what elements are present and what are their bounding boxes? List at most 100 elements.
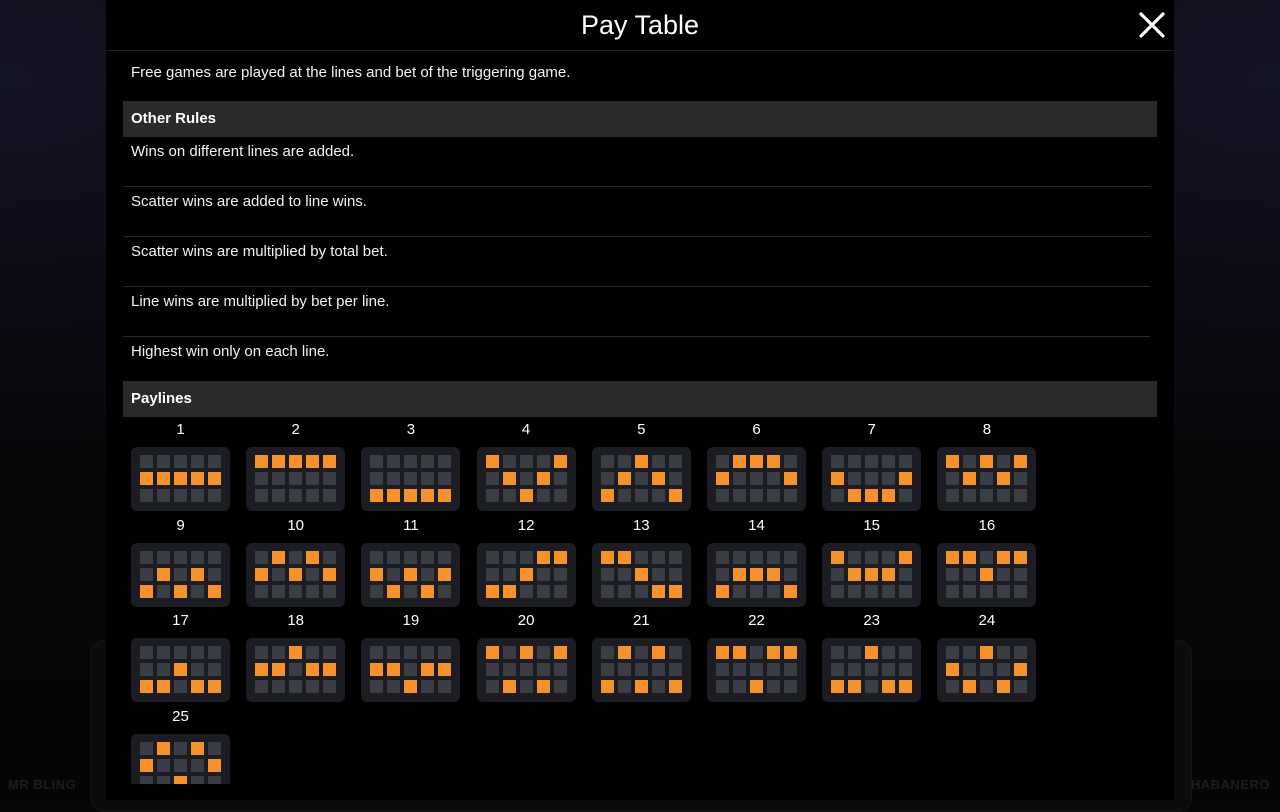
rule-text: Line wins are multiplied by bet per line… [131, 293, 389, 310]
payline-cell [520, 455, 533, 468]
payline-cell-active [323, 455, 336, 468]
payline-cell [946, 680, 959, 693]
payline-cell [486, 568, 499, 581]
payline-cell [306, 489, 319, 502]
payline-cell [208, 646, 221, 659]
payline-cell [289, 585, 302, 598]
rule-text: Scatter wins are added to line wins. [131, 193, 367, 210]
payline-cell [421, 680, 434, 693]
payline-cell [289, 680, 302, 693]
payline-cell [618, 489, 631, 502]
payline-cell-active [669, 680, 682, 693]
payline-cell-active [438, 663, 451, 676]
payline-cell-active [767, 455, 780, 468]
payline-number: 1 [131, 421, 230, 439]
payline-cell [831, 585, 844, 598]
payline-6: 6 [707, 421, 806, 511]
payline-cell [669, 455, 682, 468]
payline-grid-svg [937, 447, 1036, 511]
payline-number: 13 [592, 517, 691, 535]
payline-cell-active [899, 680, 912, 693]
payline-grid-svg [246, 447, 345, 511]
payline-cell-active [635, 568, 648, 581]
payline-cell [520, 663, 533, 676]
payline-cell [404, 585, 417, 598]
payline-cell [716, 551, 729, 564]
payline-grid-svg [361, 447, 460, 511]
payline-cell-active [716, 646, 729, 659]
payline-diagram [131, 638, 230, 702]
payline-cell [208, 489, 221, 502]
payline-20: 20 [477, 612, 576, 702]
payline-cell [733, 663, 746, 676]
payline-diagram [361, 638, 460, 702]
payline-diagram [937, 447, 1036, 511]
payline-cell [404, 663, 417, 676]
payline-diagram [592, 447, 691, 511]
payline-grid-svg [131, 734, 230, 784]
payline-cell-active [191, 742, 204, 755]
payline-cell-active [554, 646, 567, 659]
payline-cell [370, 646, 383, 659]
payline-number: 21 [592, 612, 691, 630]
pay-table-header: Pay Table [106, 0, 1174, 51]
payline-cell [191, 551, 204, 564]
payline-cell-active [618, 551, 631, 564]
payline-cell [255, 551, 268, 564]
payline-cell-active [174, 585, 187, 598]
payline-cell [652, 455, 665, 468]
payline-cell [387, 551, 400, 564]
payline-number: 3 [361, 421, 460, 439]
payline-cell-active [618, 646, 631, 659]
payline-cell [537, 455, 550, 468]
payline-diagram [822, 638, 921, 702]
payline-cell [486, 551, 499, 564]
payline-number: 22 [707, 612, 806, 630]
payline-cell-active [750, 455, 763, 468]
payline-cell-active [784, 585, 797, 598]
rule-item: Wins on different lines are added. [123, 137, 1150, 187]
payline-cell [767, 585, 780, 598]
close-button[interactable] [1136, 9, 1168, 41]
payline-cell [733, 680, 746, 693]
payline-number: 7 [822, 421, 921, 439]
payline-cell-active [848, 568, 861, 581]
payline-cell-active [899, 551, 912, 564]
payline-10: 10 [246, 517, 345, 607]
payline-cell-active [716, 585, 729, 598]
payline-cell [438, 472, 451, 485]
payline-cell [750, 585, 763, 598]
payline-grid-svg [131, 447, 230, 511]
payline-cell-active [997, 680, 1010, 693]
payline-cell [669, 568, 682, 581]
close-icon [1136, 9, 1168, 41]
payline-cell [191, 646, 204, 659]
payline-18: 18 [246, 612, 345, 702]
payline-cell-active [404, 489, 417, 502]
pay-table-content[interactable]: Free games are played at the lines and b… [123, 51, 1157, 784]
payline-cell [272, 472, 285, 485]
payline-cell [601, 646, 614, 659]
payline-cell [652, 680, 665, 693]
payline-cell-active [784, 472, 797, 485]
payline-cell [716, 663, 729, 676]
game-logo: MR BLING [8, 777, 76, 792]
payline-cell [750, 472, 763, 485]
payline-number: 4 [477, 421, 576, 439]
payline-cell [997, 663, 1010, 676]
payline-cell [899, 646, 912, 659]
payline-cell [554, 663, 567, 676]
payline-cell-active [618, 472, 631, 485]
payline-cell [486, 663, 499, 676]
payline-cell [635, 551, 648, 564]
payline-cell-active [421, 585, 434, 598]
payline-cell-active [289, 568, 302, 581]
payline-diagram [477, 638, 576, 702]
payline-cell-active [865, 646, 878, 659]
payline-cell-active [865, 568, 878, 581]
payline-12: 12 [477, 517, 576, 607]
payline-cell [208, 551, 221, 564]
payline-cell-active [255, 568, 268, 581]
payline-cell [157, 646, 170, 659]
payline-cell-active [537, 551, 550, 564]
